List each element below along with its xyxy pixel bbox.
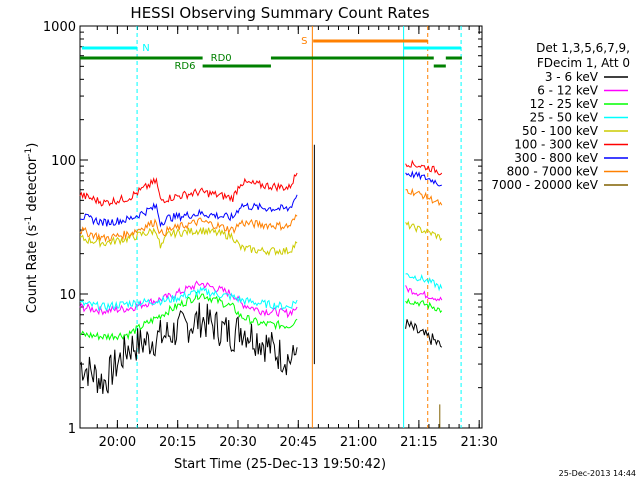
series-line — [79, 302, 298, 394]
series-line-segment — [405, 285, 443, 302]
series-line-segment — [405, 187, 443, 207]
y-tick-label: 1000 — [43, 20, 76, 35]
x-tick-label: 21:30 — [460, 435, 497, 450]
y-tick-label: 100 — [51, 154, 76, 169]
flag-label-rd0: RD0 — [211, 53, 232, 64]
x-tick-label: 21:15 — [400, 435, 437, 450]
series-line-segment — [405, 170, 442, 187]
x-tick-label: 20:15 — [159, 435, 196, 450]
timestamp: 25-Dec-2013 14:44 — [559, 469, 636, 478]
y-axis-label-sup2: -1 — [24, 148, 34, 157]
series-line-segment — [405, 220, 443, 242]
legend-entry-label: 800 - 7000 keV — [507, 165, 599, 179]
x-tick-label: 20:45 — [280, 435, 317, 450]
legend-entry-label: 50 - 100 keV — [522, 124, 599, 138]
x-tick-label: 21:00 — [340, 435, 377, 450]
series-line — [79, 194, 298, 228]
series-line — [79, 214, 298, 243]
y-axis-label: Count Rate (s-1 detector-1) — [24, 143, 40, 314]
plot-frame — [79, 25, 483, 429]
legend: Det 1,3,5,6,7,9, FDecim 1, Att 0 3 - 6 k… — [491, 41, 630, 192]
x-tick-label: 20:30 — [219, 435, 256, 450]
flag-label-n: N — [142, 43, 149, 54]
legend-entry-label: 100 - 300 keV — [514, 138, 598, 152]
chart-title: HESSI Observing Summary Count Rates — [130, 4, 429, 22]
y-axis-label-end: ) — [25, 143, 40, 148]
y-tick-label: 10 — [59, 288, 76, 303]
x-tick-label: 20:00 — [99, 435, 136, 450]
x-axis-label: Start Time (25-Dec-13 19:50:42) — [174, 457, 386, 472]
legend-header-1: Det 1,3,5,6,7,9, — [536, 41, 630, 55]
y-axis-label-sup1: -1 — [24, 216, 34, 225]
legend-header-2: FDecim 1, Att 0 — [537, 56, 630, 70]
series-line-segment — [405, 273, 443, 292]
series-line — [79, 172, 298, 207]
series-line-segment — [405, 159, 443, 176]
legend-entry-label: 7000 - 20000 keV — [491, 178, 598, 192]
legend-entry-label: 3 - 6 keV — [545, 70, 599, 84]
y-tick-label: 1 — [68, 422, 76, 437]
series-line — [80, 226, 298, 257]
series-line — [79, 286, 298, 312]
legend-entry-label: 300 - 800 keV — [514, 151, 598, 165]
plot-area: 1 10 100 1000 20:00 20:15 20:30 20:45 21:00 21:15… — [43, 20, 498, 450]
legend-entry-label: 6 - 12 keV — [537, 84, 599, 98]
series-line — [79, 291, 298, 341]
flag-label-rd6: RD6 — [174, 61, 195, 72]
series-line-segment — [405, 319, 443, 348]
y-axis-label-mid: detector — [25, 156, 40, 216]
series-line-segment — [405, 297, 443, 314]
legend-entry-label: 12 - 25 keV — [530, 97, 599, 111]
legend-entry-label: 25 - 50 keV — [530, 111, 599, 125]
flag-label-s: S — [301, 36, 307, 47]
series-line — [79, 280, 298, 319]
